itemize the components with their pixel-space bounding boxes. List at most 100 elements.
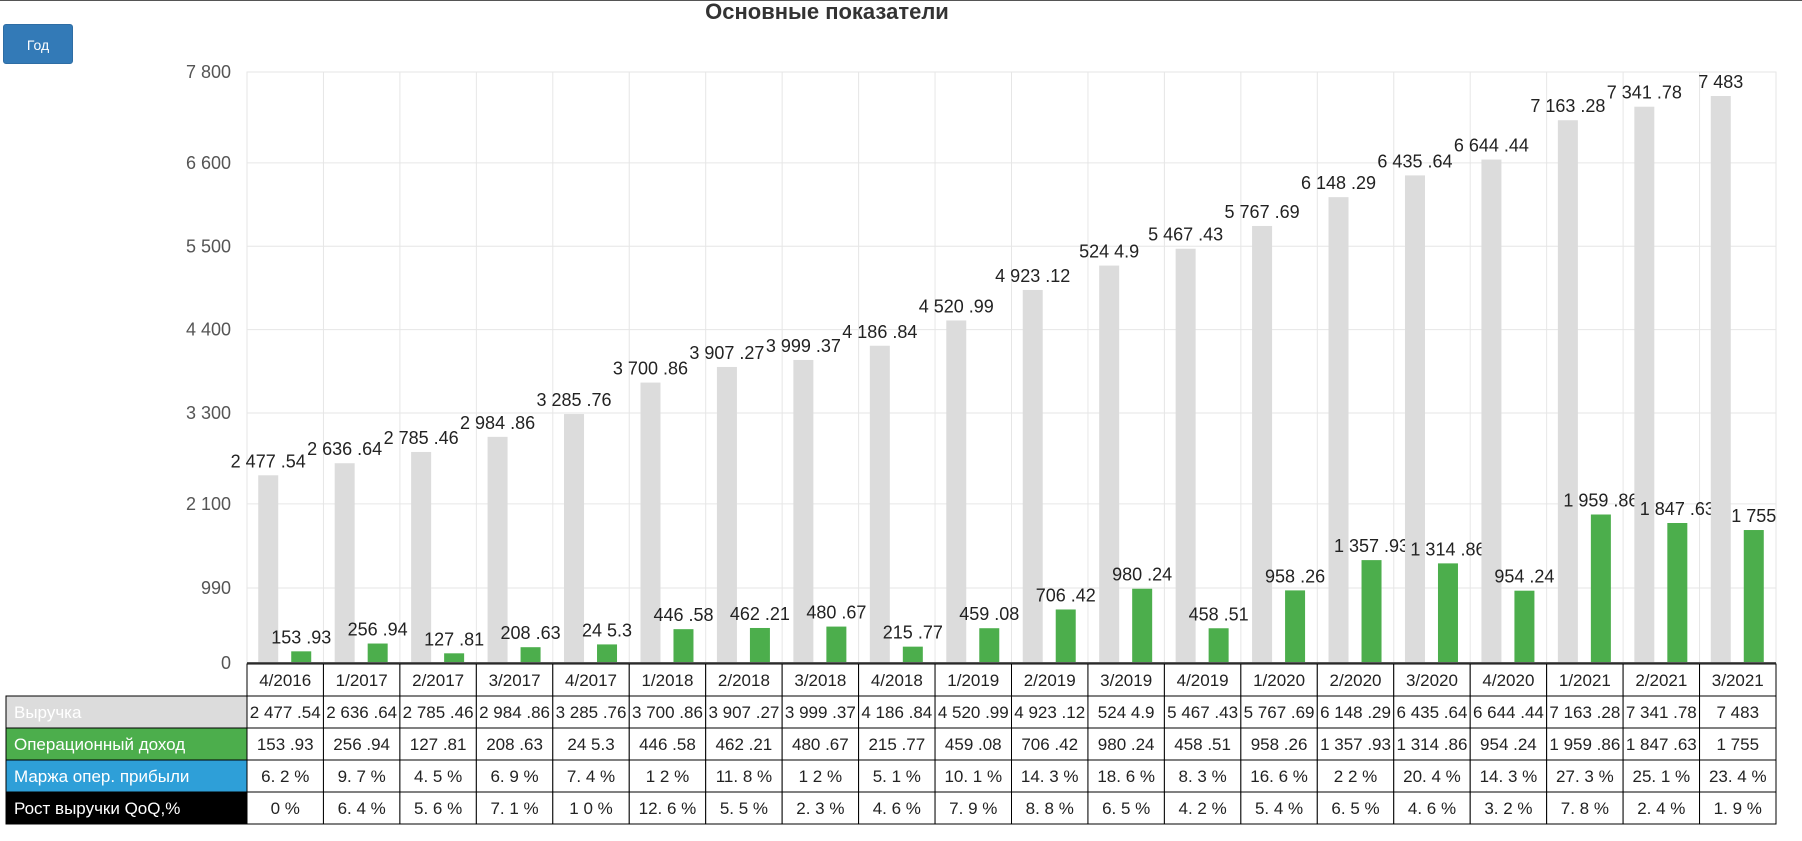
y-tick-label: 5 500 [186,236,231,256]
op-income-bar [291,651,312,663]
table-header-cell [246,663,324,697]
table-cell [475,727,554,761]
x-category-label: 2/2017 [412,671,464,690]
table-cell-value: 4. 6 % [1408,799,1456,818]
table-cell-value: 8. 3 % [1179,767,1227,786]
table-cell-value: 2. 4 % [1637,799,1685,818]
x-category-label: 2/2019 [1024,671,1076,690]
table-cell [246,759,324,793]
table-cell [475,791,554,825]
table-cell-value: 14. 3 % [1021,767,1079,786]
table-cell [399,791,477,825]
x-category-label: 3/2017 [489,671,541,690]
table-cell-value: 954 .24 [1480,735,1537,754]
x-category-label: 4/2018 [871,671,923,690]
op-income-bar [1055,609,1076,663]
table-cell [1240,791,1318,825]
revenue-bar [1634,106,1655,663]
table-cell-value: 4 923 .12 [1014,703,1085,722]
revenue-data-label: 5 767 .69 [1225,202,1300,222]
table-cell [1546,759,1624,793]
revenue-data-label: 3 285 .76 [536,390,611,410]
x-category-label: 3/2018 [794,671,846,690]
table-cell [1622,727,1701,761]
op-income-bar [1590,514,1611,663]
table-cell-value: 2 785 .46 [403,703,474,722]
table-header-cell [552,663,630,697]
table-cell-value: 7. 8 % [1561,799,1609,818]
table-cell [1469,791,1548,825]
op-income-data-label: 706 .42 [1036,585,1096,605]
revenue-data-label: 3 907 .27 [689,343,764,363]
table-cell [1546,791,1624,825]
table-cell [1546,695,1624,729]
table-cell-value: 459 .08 [945,735,1002,754]
table-cell-value: 458 .51 [1174,735,1231,754]
table-header-cell [1163,663,1242,697]
revenue-bar [258,475,279,663]
table-cell-value: 25. 1 % [1632,767,1690,786]
op-income-data-label: 208 .63 [501,623,561,643]
revenue-data-label: 4 520 .99 [919,296,994,316]
op-income-data-label: 459 .08 [959,604,1019,624]
table-row-label: Рост выручки QoQ,% [14,799,180,818]
y-tick-label: 6 600 [186,153,231,173]
y-tick-label: 2 100 [186,494,231,514]
table-cell-value: 208 .63 [486,735,543,754]
table-cell-value: 23. 4 % [1709,767,1767,786]
table-cell-value: 4 520 .99 [938,703,1009,722]
op-income-bar [444,653,465,663]
op-income-data-label: 1 959 .86 [1563,491,1638,511]
table-cell-value: 256 .94 [333,735,390,754]
table-cell-value: 24 5.3 [567,735,614,754]
table-cell [1087,791,1165,825]
table-cell-value: 18. 6 % [1097,767,1155,786]
table-cell-value: 2. 3 % [796,799,844,818]
table-cell-value: 5. 4 % [1255,799,1303,818]
op-income-data-label: 1 314 .86 [1410,539,1485,559]
table-cell-value: 127 .81 [410,735,467,754]
table-cell-value: 9. 7 % [338,767,386,786]
revenue-data-label: 3 700 .86 [613,359,688,379]
y-tick-label: 7 800 [186,62,231,82]
table-cell [705,759,783,793]
table-cell-value: 480 .67 [792,735,849,754]
revenue-data-label: 524 4.9 [1079,242,1139,262]
table-header-cell [1469,663,1548,697]
x-category-label: 2/2020 [1330,671,1382,690]
table-cell [1469,759,1548,793]
year-period-button[interactable]: Год [3,24,73,64]
table-cell [246,727,324,761]
table-cell-value: 3 285 .76 [556,703,627,722]
table-cell-value: 215 .77 [868,735,925,754]
table-cell-value: 11. 8 % [716,767,772,786]
x-category-label: 1/2020 [1253,671,1305,690]
table-cell [934,791,1012,825]
table-cell [322,695,401,729]
table-cell-value: 6. 2 % [261,767,309,786]
revenue-data-label: 2 636 .64 [307,439,382,459]
table-header-cell [628,663,707,697]
table-cell-value: 6. 5 % [1102,799,1150,818]
table-cell [1622,791,1701,825]
table-cell-value: 1 2 % [799,767,842,786]
chart-title: Основные показатели [705,0,949,24]
table-cell-value: 1 755 [1717,735,1760,754]
op-income-data-label: 954 .24 [1494,567,1554,587]
table-cell-value: 6. 4 % [338,799,386,818]
op-income-bar [1743,530,1764,663]
revenue-bar [1252,225,1273,663]
table-cell-value: 7. 1 % [490,799,538,818]
revenue-data-label: 6 644 .44 [1454,136,1529,156]
table-header-cell [1622,663,1701,697]
table-cell [781,727,860,761]
table-cell-value: 462 .21 [716,735,773,754]
table-cell-value: 1 847 .63 [1626,735,1697,754]
op-income-data-label: 462 .21 [730,604,790,624]
table-cell [246,791,324,825]
table-cell [858,791,936,825]
revenue-bar [1328,197,1349,663]
table-cell [552,791,630,825]
table-cell-value: 5. 5 % [720,799,768,818]
table-cell [1622,695,1701,729]
